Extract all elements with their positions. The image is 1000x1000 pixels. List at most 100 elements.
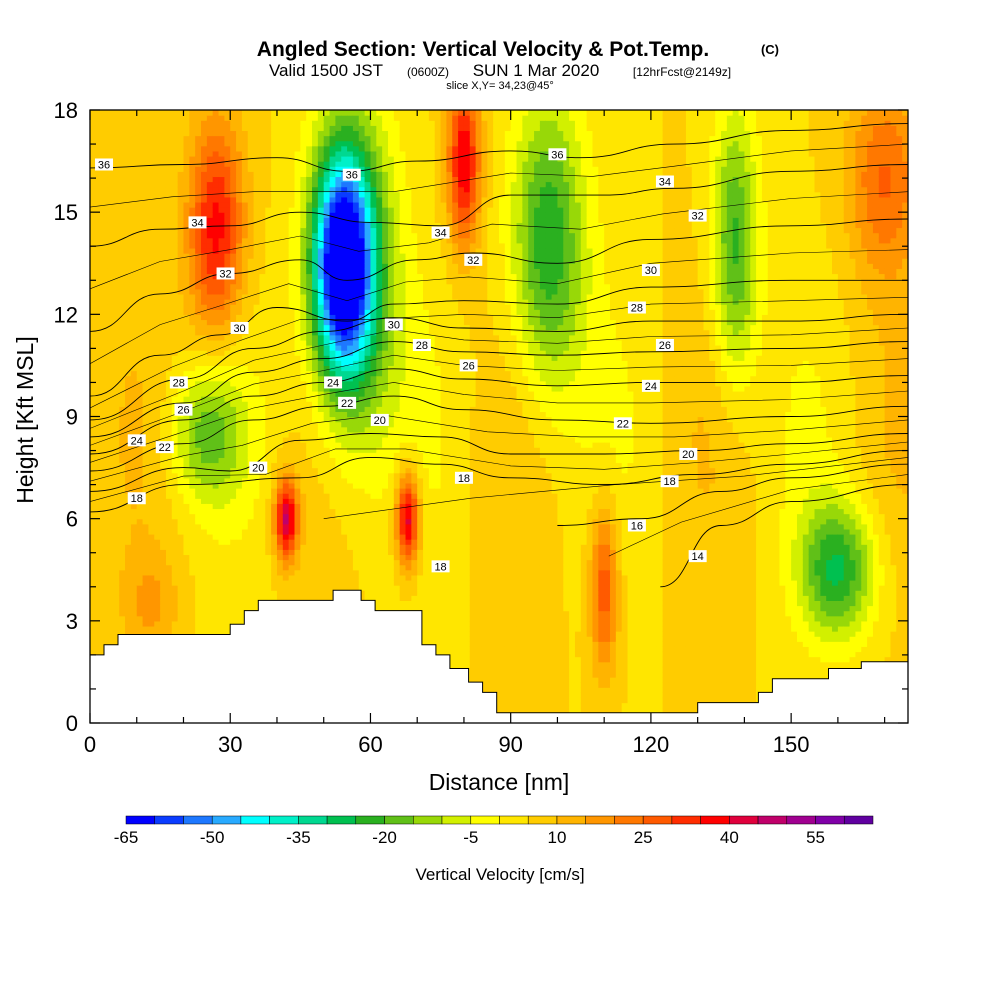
velocity-cell: [201, 176, 208, 183]
velocity-cell: [230, 436, 237, 443]
velocity-cell: [136, 390, 144, 397]
velocity-cell: [212, 355, 220, 361]
velocity-cell: [148, 125, 155, 132]
velocity-cell: [165, 436, 173, 443]
velocity-cell: [218, 401, 225, 407]
velocity-cell: [212, 212, 220, 218]
velocity-cell: [113, 288, 120, 295]
velocity-cell: [101, 605, 109, 612]
velocity-cell: [282, 222, 290, 229]
velocity-cell: [259, 186, 266, 193]
velocity-cell: [276, 452, 284, 458]
velocity-cell: [206, 574, 214, 581]
velocity-cell: [130, 263, 138, 269]
velocity-cell: [142, 334, 150, 341]
velocity-cell: [329, 574, 336, 581]
velocity-cell: [154, 217, 161, 223]
velocity-cell: [306, 385, 313, 392]
velocity-cell: [212, 293, 220, 300]
velocity-cell: [183, 171, 190, 178]
velocity-cell: [113, 130, 120, 137]
velocity-cell: [183, 385, 190, 392]
velocity-cell: [183, 370, 190, 377]
velocity-cell: [177, 293, 185, 300]
velocity-cell: [224, 467, 231, 474]
velocity-cell: [259, 585, 266, 591]
velocity-cell: [195, 283, 202, 290]
velocity-cell: [130, 539, 138, 545]
velocity-cell: [212, 615, 220, 622]
velocity-cell: [142, 385, 150, 392]
velocity-cell: [136, 329, 144, 336]
velocity-cell: [236, 559, 243, 566]
velocity-cell: [224, 564, 231, 571]
velocity-cell: [288, 350, 296, 356]
velocity-cell: [107, 232, 114, 239]
velocity-cell: [107, 247, 114, 254]
velocity-cell: [107, 554, 114, 561]
velocity-cell: [142, 513, 150, 520]
velocity-cell: [195, 155, 202, 162]
velocity-cell: [230, 442, 237, 448]
velocity-cell: [288, 472, 296, 479]
velocity-cell: [306, 564, 313, 571]
velocity-cell: [142, 130, 150, 137]
velocity-cell: [136, 293, 144, 300]
velocity-cell: [218, 196, 225, 203]
velocity-cell: [165, 498, 173, 504]
velocity-cell: [142, 467, 150, 474]
velocity-cell: [183, 120, 190, 126]
velocity-cell: [130, 304, 138, 310]
velocity-cell: [136, 544, 144, 550]
velocity-cell: [236, 135, 243, 142]
velocity-cell: [107, 421, 114, 428]
velocity-cell: [130, 544, 138, 550]
velocity-cell: [171, 222, 179, 229]
velocity-cell: [195, 232, 202, 239]
velocity-cell: [95, 227, 103, 234]
velocity-cell: [288, 247, 296, 254]
velocity-cell: [247, 564, 255, 571]
velocity-cell: [230, 569, 237, 576]
velocity-cell: [247, 329, 255, 336]
velocity-cell: [119, 278, 126, 285]
velocity-cell: [160, 539, 167, 545]
velocity-cell: [142, 201, 150, 208]
velocity-cell: [253, 539, 261, 545]
velocity-cell: [306, 426, 313, 433]
velocity-cell: [271, 493, 278, 499]
velocity-cell: [195, 125, 202, 132]
velocity-cell: [154, 145, 161, 152]
velocity-cell: [101, 355, 109, 361]
velocity-cell: [142, 452, 150, 458]
velocity-cell: [218, 457, 225, 464]
velocity-cell: [160, 477, 167, 484]
velocity-cell: [148, 207, 155, 213]
velocity-cell: [171, 447, 179, 453]
velocity-cell: [107, 242, 114, 249]
velocity-cell: [136, 273, 144, 280]
subtitle-date: SUN 1 Mar 2020: [473, 61, 600, 80]
velocity-cell: [323, 314, 331, 321]
velocity-cell: [294, 334, 301, 341]
velocity-cell: [113, 559, 120, 566]
velocity-cell: [125, 217, 132, 223]
velocity-cell: [259, 150, 266, 157]
velocity-cell: [90, 462, 97, 469]
velocity-cell: [282, 161, 290, 167]
velocity-cell: [212, 518, 220, 525]
velocity-cell: [165, 528, 173, 535]
velocity-cell: [306, 247, 313, 254]
velocity-cell: [148, 120, 155, 126]
velocity-cell: [312, 590, 319, 596]
velocity-cell: [154, 620, 161, 627]
velocity-cell: [265, 217, 272, 223]
velocity-cell: [142, 503, 150, 510]
velocity-cell: [160, 390, 167, 397]
velocity-cell: [90, 631, 97, 637]
velocity-cell: [323, 181, 331, 188]
velocity-cell: [183, 115, 190, 121]
velocity-cell: [259, 130, 266, 137]
velocity-cell: [125, 452, 132, 458]
velocity-cell: [271, 462, 278, 469]
